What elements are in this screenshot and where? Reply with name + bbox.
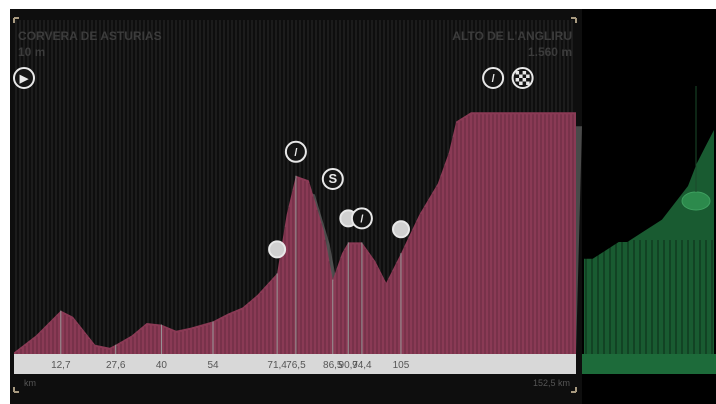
svg-text:/: / — [492, 73, 495, 85]
km-tick-label: 54 — [207, 360, 219, 371]
elevation-profile-area — [14, 112, 576, 354]
route-markers: ▶ / S / / — [13, 67, 534, 259]
km-tick-label: 90,7 — [339, 360, 359, 371]
next-stage-checkpoint-icon — [681, 191, 711, 211]
km-tick-label: 94,4 — [352, 360, 372, 371]
km-tick-label: 40 — [156, 360, 168, 371]
km-leader-lines — [60, 175, 402, 354]
km-tick-label: 27,6 — [106, 360, 126, 371]
next-stage-km-bar — [582, 354, 716, 374]
top-border-strip — [0, 0, 716, 9]
next-stage-profile — [584, 86, 714, 354]
next-stage-area — [584, 130, 714, 354]
sprint-icon: S — [321, 168, 344, 190]
finish-altitude: 1.560 m — [528, 45, 572, 59]
svg-text:/: / — [360, 213, 363, 225]
finish-location-name: ALTO DE L'ANGLIRU — [452, 29, 572, 43]
total-distance-label: 152,5 km — [533, 378, 570, 388]
km-bar — [14, 354, 576, 374]
chart-frame — [13, 17, 577, 393]
mountain-pass-icon: / — [350, 207, 373, 230]
svg-text:S: S — [328, 171, 337, 186]
mountain-pass-icon: / — [284, 140, 307, 163]
km-tick-label: 105 — [393, 360, 410, 371]
start-altitude: 10 m — [18, 45, 45, 59]
profile-stripes — [16, 114, 574, 354]
km-tick-label: 76,5 — [286, 360, 306, 371]
km-tick-label: 86,5 — [323, 360, 343, 371]
start-location-name: CORVERA DE ASTURIAS — [18, 29, 162, 43]
mountain-pass-icon: / — [482, 67, 505, 89]
start-flag-icon: ▶ — [13, 67, 35, 89]
checkpoint-icon — [268, 240, 287, 259]
km-tick-label: 12,7 — [51, 360, 71, 371]
km-axis-label: km — [24, 378, 36, 388]
finish-flag-icon — [511, 67, 534, 89]
km-tick-labels: 12,7 27,6 40 54 71,4 76,5 86,590,794,4 105 — [51, 360, 410, 371]
svg-text:▶: ▶ — [19, 73, 29, 85]
km-tick-label: 71,4 — [267, 360, 287, 371]
svg-text:/: / — [294, 147, 297, 159]
checkpoint-icon — [392, 220, 410, 239]
